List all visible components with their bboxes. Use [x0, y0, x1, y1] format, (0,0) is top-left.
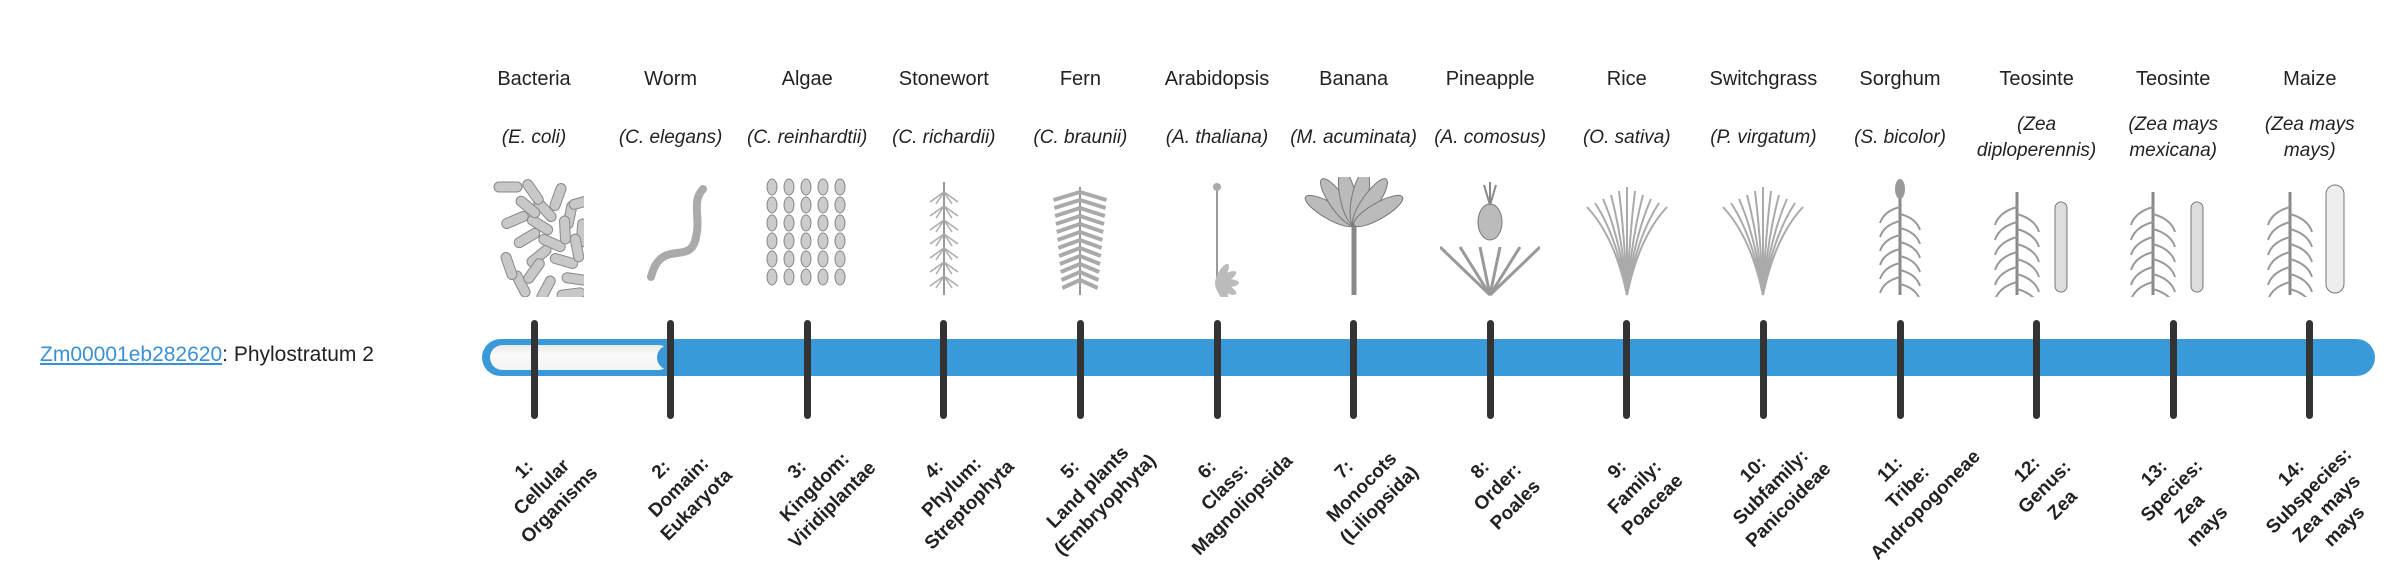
rice-icon — [1577, 177, 1677, 297]
stratum-tick — [530, 320, 538, 419]
organism-scientific-name: (O. sativa) — [1557, 104, 1697, 172]
phylostratum-label: Phylostratum 2 — [233, 343, 374, 366]
stratum-tick — [2033, 320, 2041, 419]
stratum-label: 2: Domain: Eukaryota — [599, 408, 758, 567]
stratum-label: 6: Class: Magnoliopsida — [1145, 408, 1304, 567]
stratum-tick — [1623, 320, 1631, 419]
organism-common-name: Maize — [2283, 68, 2337, 90]
organism-scientific-name: (Zea diploperennis) — [1967, 104, 2107, 172]
organism-common-name: Banana — [1319, 68, 1389, 90]
maize-icon — [2260, 177, 2360, 308]
stratum-label: 12: Genus: Zea — [1965, 408, 2124, 567]
organism-scientific-name: (E. coli) — [464, 104, 604, 172]
stratum-tick — [1350, 320, 1358, 419]
pineapple-icon — [1439, 177, 1542, 297]
organism-common-name: Sorghum — [1859, 68, 1941, 90]
organism-common-name: Teosinte — [1999, 68, 2074, 90]
stratum-tick — [1213, 320, 1221, 419]
stratum-label: 9: Family: Poaceae — [1555, 408, 1714, 567]
scientific-name-text: (Zea diploperennis) — [1976, 114, 2097, 161]
organism-common-name: Pineapple — [1445, 68, 1535, 90]
gene-link[interactable]: Zm00001eb282620 — [40, 343, 223, 366]
organism-scientific-name: (C. elegans) — [601, 104, 741, 172]
organism-scientific-name: (Zea mays mexicana) — [2103, 104, 2243, 172]
stratum-tick — [667, 320, 675, 419]
organism-scientific-name: (M. acuminata) — [1284, 104, 1424, 172]
bacteria-icon — [484, 177, 598, 303]
gene-separator: : — [222, 343, 234, 366]
fern-icon — [1030, 177, 1130, 297]
stratum-label: 8: Order: Poales — [1419, 408, 1578, 567]
scientific-name-text: (C. elegans) — [618, 127, 723, 148]
stratum-tick — [1759, 320, 1767, 419]
scientific-name-text: (S. bicolor) — [1854, 127, 1946, 148]
arabidopsis-icon — [1167, 177, 1267, 303]
stratum-label: 3: Kingdom: Viridiplantae — [736, 408, 895, 567]
organism-scientific-name: (C. reinhardtii) — [737, 104, 877, 172]
scientific-name-text: (Zea mays mays) — [2264, 114, 2355, 161]
stratum-label: 13: Species: Zea mays — [2093, 412, 2270, 588]
scientific-name-text: (E. coli) — [501, 127, 567, 148]
bar-unfilled-segment — [490, 345, 671, 370]
organism-scientific-name: (P. virgatum) — [1693, 104, 1833, 172]
organism-scientific-name: (C. braunii) — [1010, 104, 1150, 172]
stratum-tick — [2169, 320, 2177, 419]
organism-common-name: Worm — [644, 68, 698, 90]
organism-scientific-name: (C. richardii) — [874, 104, 1014, 172]
organism-common-name: Arabidopsis — [1164, 68, 1270, 90]
organism-scientific-name: (Zea mays mays) — [2240, 104, 2380, 172]
stonewort-icon — [894, 177, 994, 297]
stratum-label: 4: Phylum: Streptophyta — [872, 408, 1031, 567]
stratum-tick — [803, 320, 811, 419]
sorghum-icon — [1850, 177, 1950, 301]
organism-scientific-name: (A. comosus) — [1420, 104, 1560, 172]
stratum-label: 10: Subfamily: Panicoideae — [1692, 408, 1851, 567]
organism-common-name: Fern — [1059, 68, 1101, 90]
stratum-tick — [2306, 320, 2314, 419]
scientific-name-text: (C. reinhardtii) — [747, 127, 868, 148]
organism-common-name: Algae — [781, 68, 833, 90]
scientific-name-text: (O. sativa) — [1582, 127, 1671, 148]
stratum-label: 1: Cellular Organisms — [462, 408, 621, 567]
stratum-tick — [1076, 320, 1084, 419]
organism-common-name: Switchgrass — [1709, 68, 1818, 90]
scientific-name-text: (A. thaliana) — [1165, 127, 1269, 148]
stratum-label: 14: Subspecies: Zea mays mays — [2229, 412, 2400, 588]
stratum-tick — [1896, 320, 1904, 419]
scientific-name-text: (C. braunii) — [1033, 127, 1128, 148]
phylostratum-bar — [482, 339, 2375, 376]
stratum-tick — [1486, 320, 1494, 419]
teosinte-icon — [1987, 177, 2087, 308]
algae-icon — [757, 177, 857, 297]
banana-icon — [1304, 169, 1404, 297]
organism-common-name: Teosinte — [2135, 68, 2211, 90]
organism-scientific-name: (A. thaliana) — [1147, 104, 1287, 172]
organism-common-name: Bacteria — [497, 68, 571, 90]
stratum-tick — [940, 320, 948, 419]
stratum-label: 5: Land plants (Embryophyta) — [1009, 408, 1168, 567]
organism-common-name: Rice — [1606, 68, 1647, 90]
stratum-label: 11: Tribe: Andropogoneae — [1828, 408, 1987, 567]
gene-header: Zm00001eb282620: Phylostratum 2 — [40, 343, 374, 367]
scientific-name-text: (C. richardii) — [892, 127, 996, 148]
stratum-label: 7: Monocots (Liliopsida) — [1282, 408, 1441, 567]
switchgrass-icon — [1713, 177, 1813, 297]
teosinte-icon — [2123, 177, 2223, 308]
scientific-name-text: (M. acuminata) — [1290, 127, 1417, 148]
scientific-name-text: (Zea mays mexicana) — [2128, 114, 2219, 161]
organism-scientific-name: (S. bicolor) — [1830, 104, 1970, 172]
organism-common-name: Stonewort — [898, 68, 989, 90]
scientific-name-text: (P. virgatum) — [1710, 127, 1817, 148]
worm-icon — [621, 177, 721, 297]
scientific-name-text: (A. comosus) — [1434, 127, 1547, 148]
